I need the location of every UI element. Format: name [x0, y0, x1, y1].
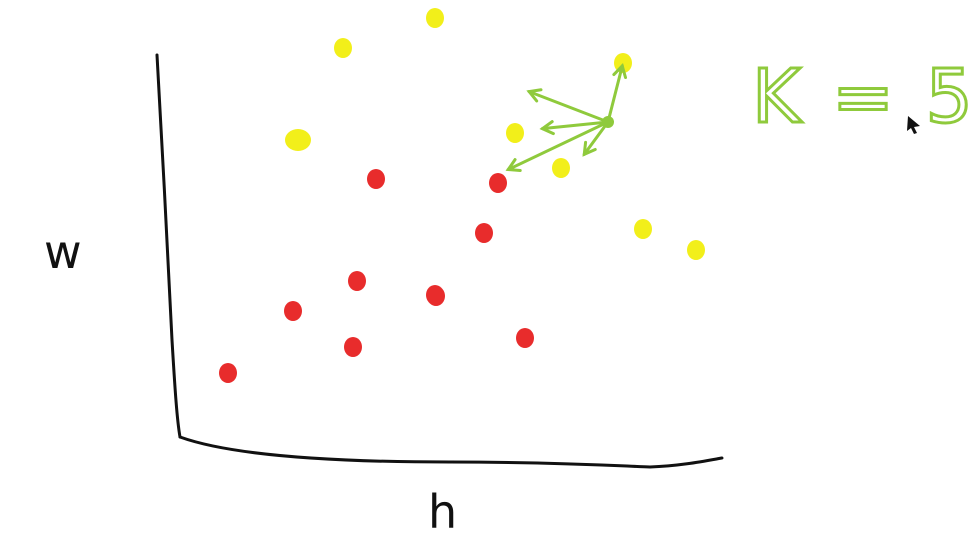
neighbor-arrow-head	[582, 140, 597, 157]
neighbor-arrow-head	[612, 63, 628, 80]
red-point	[284, 301, 302, 321]
yellow-point	[687, 240, 705, 260]
neighbor-arrow-head	[539, 120, 555, 136]
red-point	[489, 173, 507, 193]
query-point	[602, 116, 614, 128]
yellow-point	[285, 129, 311, 151]
neighbor-arrow-line	[506, 120, 610, 171]
red-point	[516, 328, 534, 348]
neighbor-arrow-head	[505, 158, 522, 172]
neighbor-arrow-line	[606, 64, 624, 124]
red-point	[475, 223, 493, 243]
red-point	[344, 337, 362, 357]
yellow-point	[506, 123, 524, 143]
yellow-point	[426, 8, 444, 28]
neighbor-arrow-line	[582, 120, 610, 156]
red-point	[348, 271, 366, 291]
red-point	[367, 169, 385, 189]
yellow-point	[634, 219, 652, 239]
y-axis-label: w	[44, 225, 82, 279]
y-axis-line	[155, 53, 182, 439]
neighbor-arrow-line	[527, 90, 610, 124]
neighbor-arrows	[505, 63, 628, 172]
red-point	[219, 363, 237, 383]
red-point	[426, 285, 444, 305]
neighbor-arrow-head	[526, 88, 543, 103]
yellow-point	[334, 38, 352, 58]
yellow-point	[552, 158, 570, 178]
neighbor-arrow-line	[540, 120, 610, 131]
x-axis-line	[178, 435, 724, 469]
x-axis-label: h	[428, 485, 457, 535]
cursor-icon	[907, 116, 920, 134]
data-points	[219, 8, 705, 383]
k-annotation: K = 5	[752, 54, 977, 140]
